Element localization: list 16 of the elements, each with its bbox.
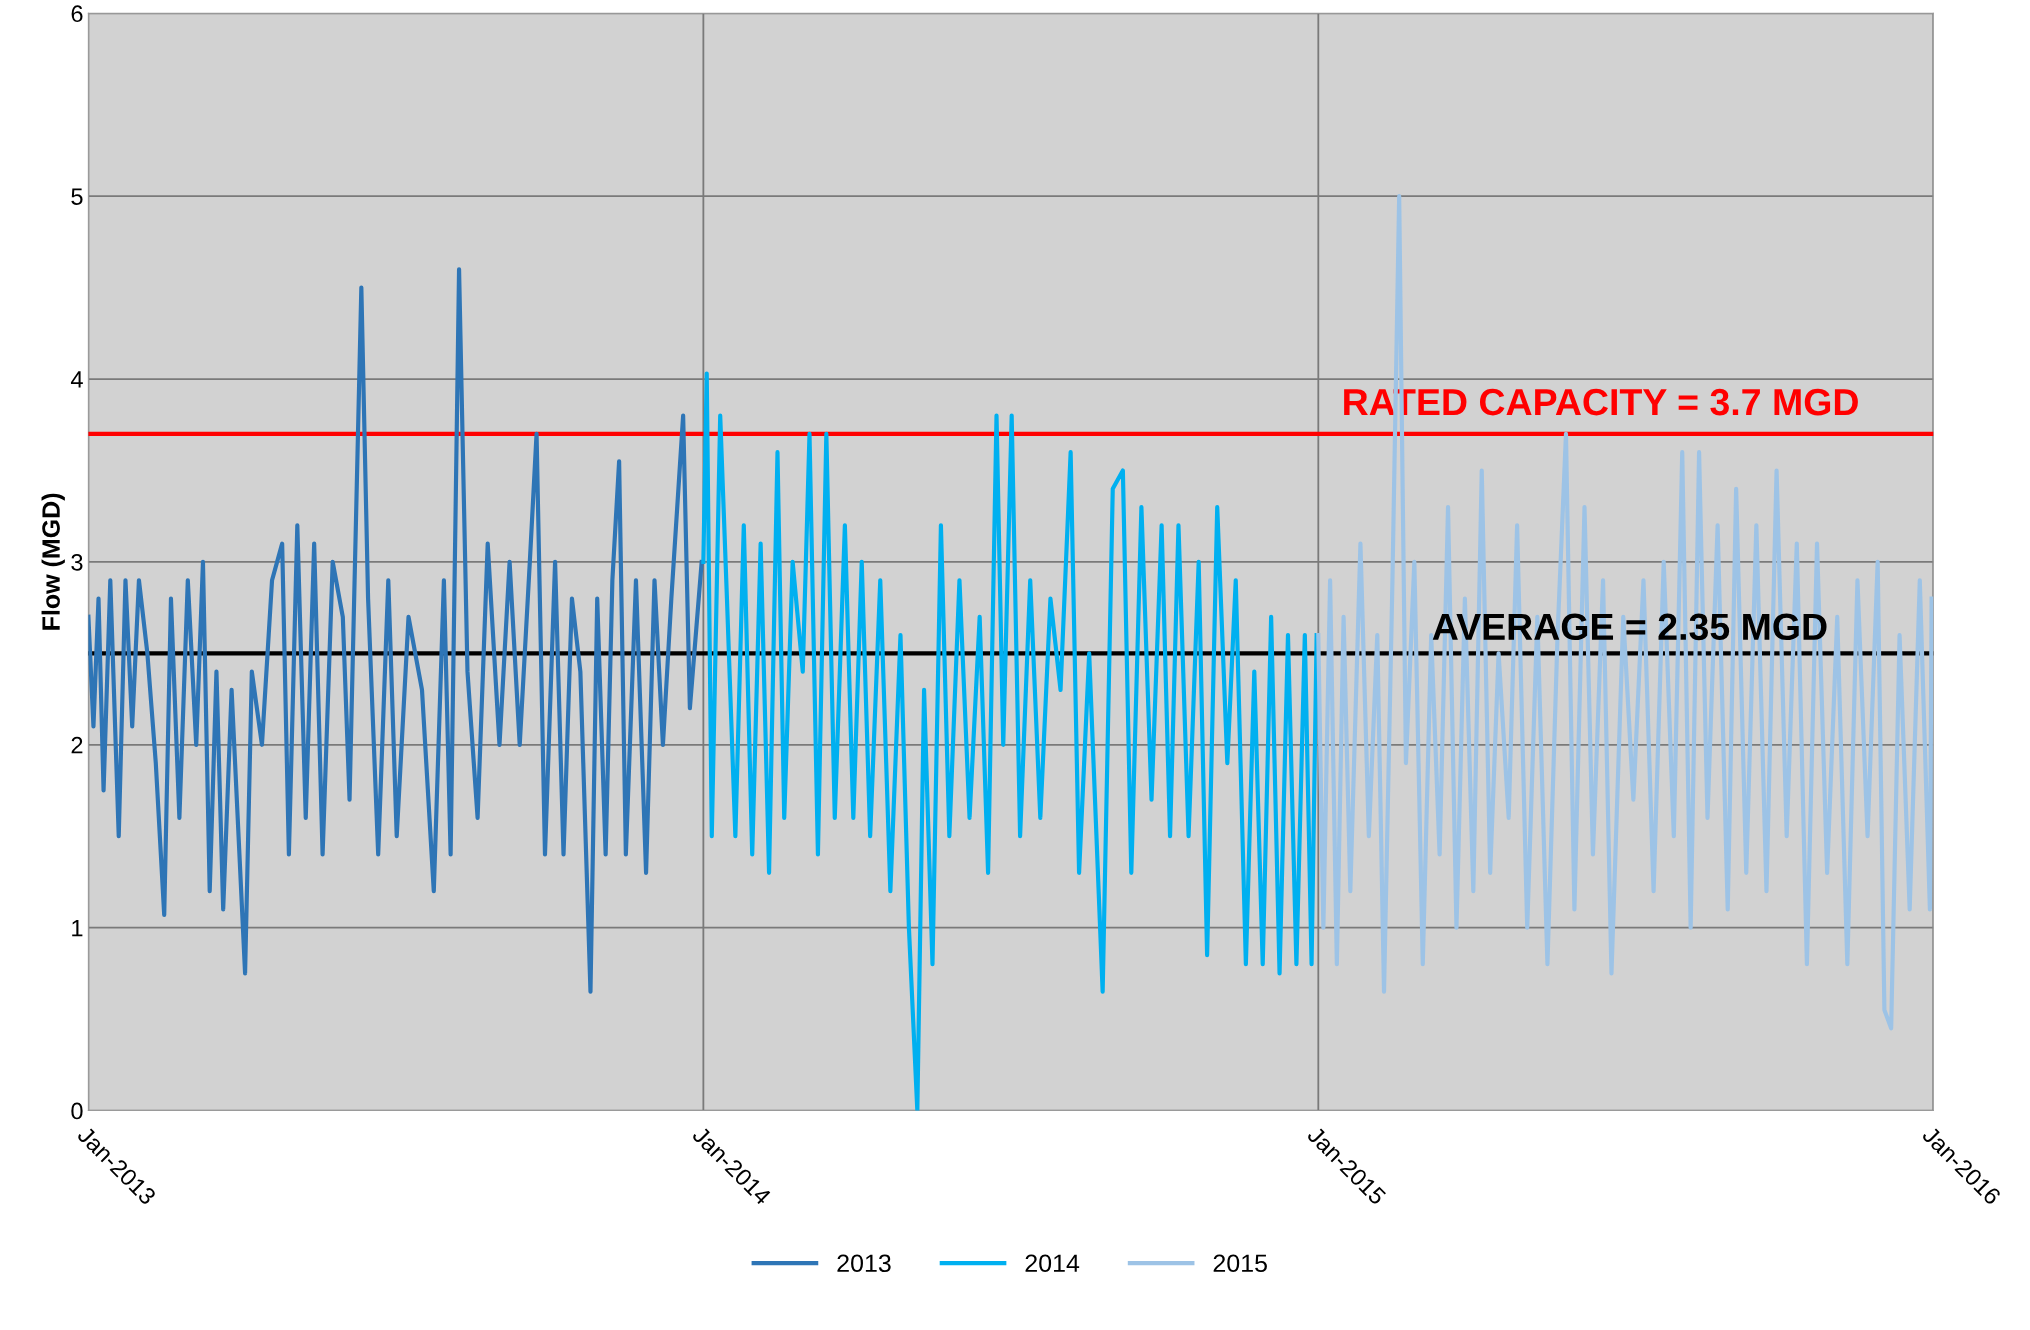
y-tick-label: 4 — [70, 371, 83, 388]
line-series — [88, 267, 704, 994]
legend-label: 2014 — [1025, 1254, 1080, 1273]
y-tick-label: 3 — [71, 553, 83, 571]
y-tick-label: 0 — [71, 1102, 83, 1120]
line-series — [1316, 194, 1934, 1031]
legend-label: 2015 — [1213, 1254, 1267, 1273]
y-axis-title: Flow (MGD) — [41, 493, 65, 630]
y-tick-label: 5 — [71, 188, 83, 205]
annotation: AVERAGE = 2.35 MGD — [1432, 613, 1827, 641]
legend-label: 2013 — [837, 1254, 891, 1273]
ref-line-label: RATED CAPACITY = 3.7 MGD — [1344, 388, 1858, 416]
line-series — [701, 371, 1319, 1111]
y-tick-label: 1 — [72, 919, 83, 937]
y-tick-label: 2 — [71, 736, 83, 754]
y-tick-label: 6 — [71, 5, 83, 23]
